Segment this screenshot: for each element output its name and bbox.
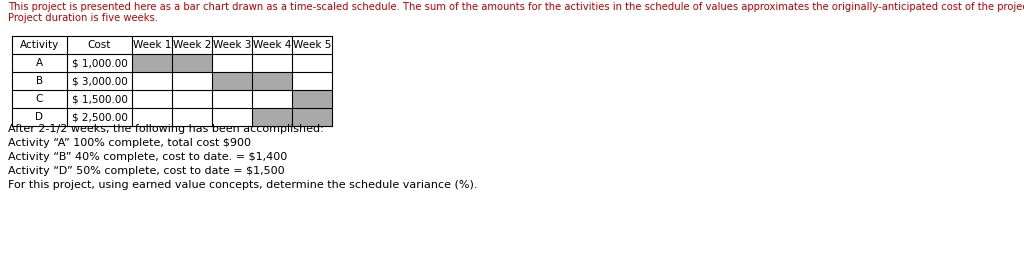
Text: Activity “A” 100% complete, total cost $900: Activity “A” 100% complete, total cost $… [8,138,251,148]
Text: D: D [36,112,43,122]
Text: C: C [36,94,43,104]
Bar [212,72,252,90]
Bar [252,72,292,90]
Text: For this project, using earned value concepts, determine the schedule variance (: For this project, using earned value con… [8,180,477,190]
Text: A: A [36,58,43,68]
Text: $ 3,000.00: $ 3,000.00 [73,76,128,86]
Text: B: B [36,76,43,86]
Text: This project is presented here as a bar chart drawn as a time-scaled schedule. T: This project is presented here as a bar … [8,2,1024,12]
Bar [292,90,332,108]
Text: Activity: Activity [19,40,59,50]
Text: $ 2,500.00: $ 2,500.00 [72,112,128,122]
Text: Project duration is five weeks.: Project duration is five weeks. [8,13,158,23]
Text: Week 1: Week 1 [133,40,171,50]
Text: Week 5: Week 5 [293,40,331,50]
Text: Week 3: Week 3 [213,40,251,50]
Bar [292,108,332,126]
Text: $ 1,000.00: $ 1,000.00 [73,58,128,68]
Text: After 2-1/2 weeks, the following has been accomplished:: After 2-1/2 weeks, the following has bee… [8,124,324,134]
Text: Week 2: Week 2 [173,40,211,50]
Text: $ 1,500.00: $ 1,500.00 [72,94,128,104]
Text: Week 4: Week 4 [253,40,291,50]
Text: Cost: Cost [88,40,112,50]
Bar [172,54,212,72]
Text: Activity “D” 50% complete, cost to date = $1,500: Activity “D” 50% complete, cost to date … [8,166,285,176]
Text: Activity “B” 40% complete, cost to date. = $1,400: Activity “B” 40% complete, cost to date.… [8,152,288,162]
Bar [132,54,172,72]
Bar [252,108,292,126]
